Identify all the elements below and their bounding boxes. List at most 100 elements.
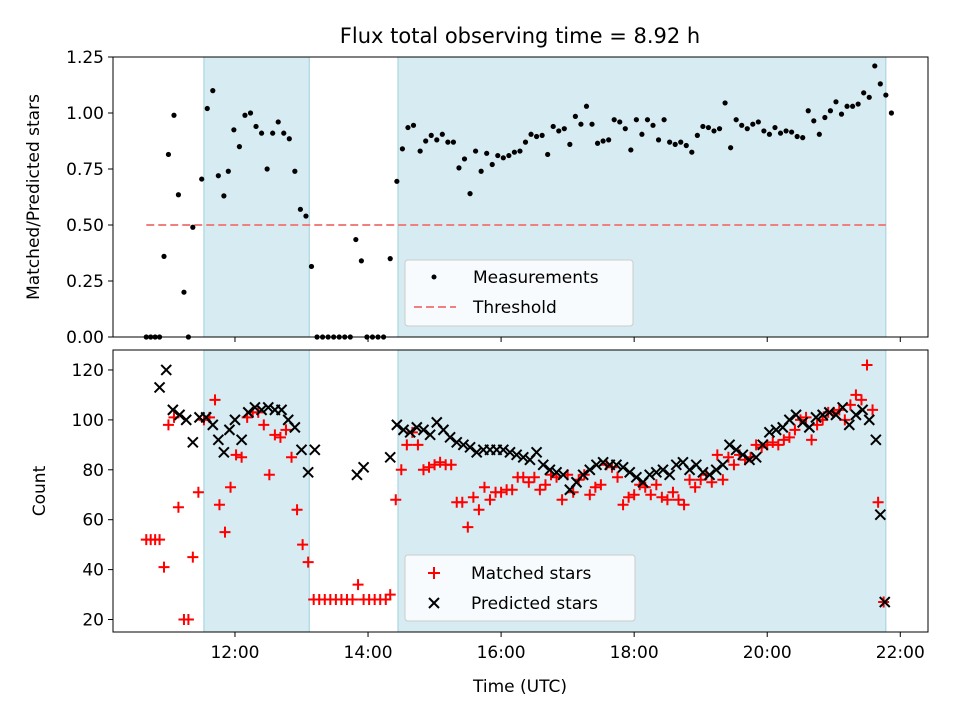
predicted-stars-series [153, 364, 891, 608]
predicted-star-point [262, 401, 274, 414]
measurement-point [171, 112, 177, 118]
matched-star-point [390, 494, 402, 506]
predicted-star-point [823, 406, 836, 419]
measurement-point [225, 168, 231, 174]
y-tick-label: 0.00 [66, 328, 104, 348]
measurement-point [783, 128, 789, 134]
predicted-star-point [187, 436, 199, 449]
measurement-point [308, 263, 315, 270]
measurement-point [242, 112, 248, 118]
predicted-star-point [843, 419, 855, 431]
matched-star-point [612, 471, 624, 483]
predicted-star-point [863, 414, 875, 426]
measurement-point [561, 126, 567, 132]
matched-star-point [395, 464, 407, 476]
measurement-point [816, 131, 822, 137]
predicted-star-point [803, 421, 816, 434]
top-legend-box [404, 259, 634, 327]
y-tick-label: 60 [82, 511, 104, 531]
matched-star-point [717, 474, 729, 486]
measurement-point [533, 133, 540, 140]
matched-star-point [595, 479, 607, 491]
y-tick-label: 1.00 [66, 104, 104, 124]
measurement-point [639, 131, 645, 137]
y-tick-label: 100 [72, 411, 104, 431]
measurement-point [722, 100, 728, 106]
x-axis-label: Time (UTC) [472, 677, 567, 697]
predicted-star-point [517, 451, 529, 464]
bottom-y-axis-label: Count [30, 465, 50, 516]
predicted-star-point [397, 424, 410, 436]
x-tick-label: 22:00 [876, 643, 925, 663]
matched-star-point [711, 449, 723, 461]
predicted-star-point [643, 469, 656, 481]
measurement-point [805, 108, 811, 114]
top-x-ticks [234, 337, 901, 342]
predicted-star-point [856, 404, 869, 416]
matched-star-point [772, 439, 784, 451]
measurement-point [181, 289, 187, 295]
measurement-point [236, 144, 243, 150]
measurement-point [199, 176, 205, 182]
measurement-point [822, 114, 828, 121]
predicted-star-point [763, 426, 776, 439]
predicted-star-point [153, 381, 166, 394]
matched-star-point [778, 434, 790, 446]
measurement-point [833, 99, 839, 105]
measurement-point [883, 92, 889, 98]
predicted-star-point [630, 471, 643, 483]
predicted-star-point [180, 414, 192, 426]
measurement-point [855, 101, 861, 107]
matched-star-point [523, 476, 535, 488]
matched-star-point [429, 459, 441, 471]
measurement-point [410, 122, 417, 128]
measurement-point [270, 130, 276, 136]
measurement-point [750, 121, 756, 127]
measurement-point [190, 224, 196, 230]
legend-measurements: Measurements [473, 268, 599, 288]
predicted-star-point [796, 416, 809, 429]
predicted-star-point [597, 456, 609, 469]
y-tick-label: 40 [82, 561, 104, 581]
matched-legend-marker [428, 567, 440, 579]
measurement-point [739, 122, 745, 128]
predicted-star-point [302, 466, 314, 478]
matched-star-point [456, 496, 468, 508]
measurement-point [292, 168, 298, 174]
matched-star-point [678, 499, 690, 511]
matched-star-point [767, 436, 779, 448]
measurement-point [358, 258, 364, 264]
predicted-star-point [470, 446, 483, 459]
measurement-point [672, 141, 678, 147]
matched-star-point [236, 451, 248, 463]
measurement-point [253, 123, 259, 130]
predicted-star-point [223, 424, 236, 436]
measurement-point [439, 131, 445, 137]
measurement-point [445, 139, 451, 145]
measurement-point [694, 132, 700, 138]
predicted-star-point [544, 464, 556, 476]
measurement-point [589, 121, 595, 127]
matched-star-point [844, 399, 856, 411]
measurement-point [417, 148, 423, 154]
matched-star-point [528, 471, 540, 483]
matched-star-point [412, 439, 424, 451]
matched-star-point [274, 431, 286, 443]
predicted-star-point [783, 414, 796, 426]
predicted-star-point [624, 466, 636, 478]
predicted-star-point [557, 469, 569, 481]
predicted-star-point [160, 364, 172, 376]
matched-star-point [855, 394, 867, 406]
matched-star-point [495, 486, 507, 498]
matched-star-point [352, 579, 364, 591]
measurement-point [844, 103, 850, 109]
predicted-star-point [510, 449, 523, 461]
bottom-panel: 12:00 14:00 16:00 18:00 20:00 22:00 20 40 60 80 1… [30, 349, 929, 697]
matched-star-point [263, 469, 275, 481]
matched-star-point [850, 389, 862, 401]
measurement-point [838, 111, 845, 117]
measurement-point [247, 110, 254, 116]
measurement-point [711, 128, 717, 134]
shaded-interval [203, 349, 310, 633]
